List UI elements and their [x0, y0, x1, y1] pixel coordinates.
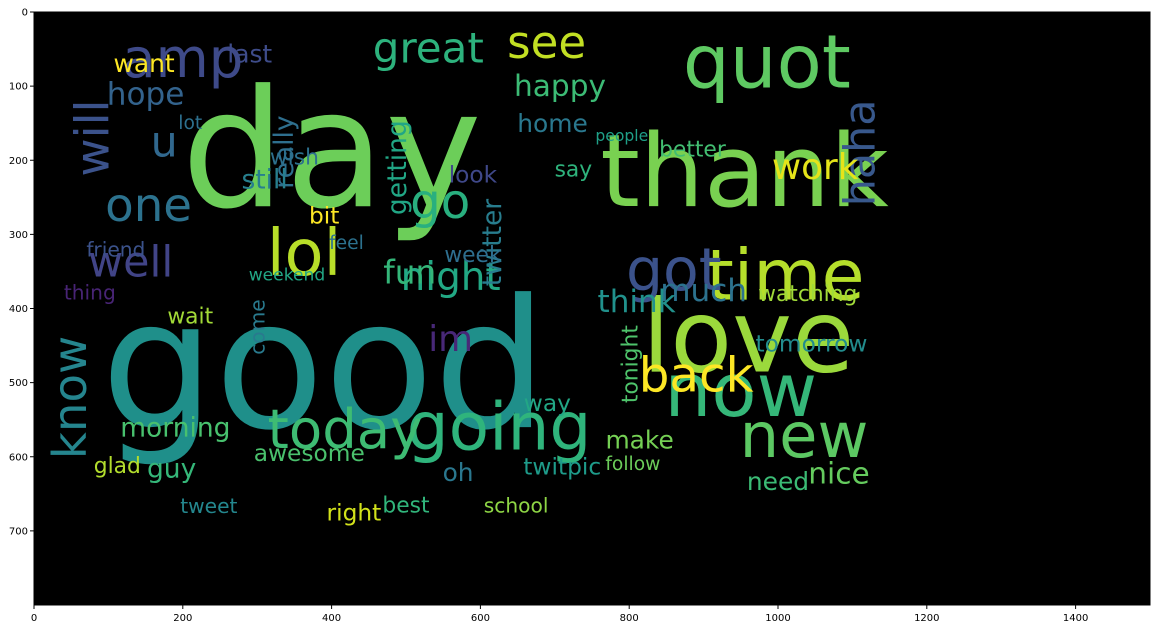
word-well: well — [88, 238, 173, 288]
y-tick-label: 400 — [9, 304, 28, 315]
word-need: need — [747, 467, 809, 496]
y-tick-label: 500 — [9, 378, 28, 389]
x-tick-label: 1000 — [765, 613, 790, 624]
x-axis: 0 200 400 600 800 1000 1200 1400 — [31, 605, 1088, 624]
word-new: new — [740, 399, 869, 472]
word-getting: getting — [382, 120, 413, 215]
word-morning: morning — [120, 413, 230, 444]
word-school: school — [484, 493, 549, 517]
word-day: day — [181, 54, 482, 245]
word-u: u — [151, 118, 178, 168]
x-tick-label: 200 — [173, 613, 192, 624]
word-friend: friend — [86, 238, 145, 262]
word-today: today — [268, 397, 423, 461]
word-know: know — [44, 336, 98, 459]
y-tick-label: 0 — [22, 8, 28, 19]
word-right: right — [327, 499, 382, 526]
word-one: one — [105, 179, 192, 233]
word-go: go — [410, 174, 470, 230]
word-twitter: twitter — [477, 199, 508, 287]
word-twitpic: twitpic — [523, 454, 601, 481]
y-tick-label: 700 — [9, 526, 28, 537]
x-tick-label: 600 — [471, 613, 490, 624]
word-tonight: tonight — [618, 325, 643, 403]
word-glad: glad — [94, 454, 141, 479]
word-lol: lol — [267, 217, 341, 291]
y-tick-label: 200 — [9, 156, 28, 167]
word-still: still — [241, 164, 287, 195]
word-see: see — [507, 16, 586, 69]
word-fun: fun — [383, 253, 436, 291]
word-quot: quot — [683, 20, 851, 106]
word-tweet: tweet — [180, 494, 237, 518]
word-thank: thank — [600, 112, 889, 230]
word-awesome: awesome — [254, 440, 365, 467]
x-tick-label: 1400 — [1063, 613, 1088, 624]
word-much: much — [660, 273, 747, 309]
word-now: now — [665, 348, 817, 434]
word-want: want — [114, 49, 175, 78]
word-bit: bit — [309, 202, 339, 229]
word-come: come — [246, 299, 270, 355]
word-back: back — [639, 348, 754, 404]
word-follow: follow — [605, 454, 660, 475]
word-wait: wait — [167, 304, 213, 329]
word-last: last — [227, 39, 272, 68]
word-going: going — [407, 388, 592, 465]
word-hope: hope — [107, 77, 185, 113]
word-guy: guy — [147, 454, 196, 485]
word-time: time — [706, 235, 864, 317]
x-tick-label: 1200 — [914, 613, 939, 624]
word-will: will — [66, 99, 120, 176]
word-wish: wish — [270, 146, 319, 171]
plot-background — [34, 12, 1150, 605]
word-lot: lot — [178, 113, 202, 134]
word-tomorrow: tomorrow — [756, 330, 868, 357]
word-got: got — [626, 236, 722, 304]
word-make: make — [605, 426, 673, 455]
word-feel: feel — [329, 233, 364, 254]
y-tick-label: 300 — [9, 230, 28, 241]
word-nice: nice — [808, 456, 869, 490]
word-night: night — [401, 255, 501, 300]
x-tick-label: 800 — [620, 613, 639, 624]
word-really: really — [269, 115, 300, 188]
word-look: look — [449, 161, 498, 188]
word-say: say — [555, 158, 593, 183]
word-oh: oh — [443, 458, 474, 487]
word-haha: haha — [836, 99, 886, 206]
x-tick-label: 0 — [31, 613, 37, 624]
word-thing: thing — [64, 281, 116, 305]
word-good: good — [101, 262, 547, 470]
word-work: work — [772, 147, 859, 188]
y-axis: 0 100 200 300 400 500 600 700 — [9, 8, 34, 537]
word-week: week — [444, 243, 502, 268]
y-tick-label: 100 — [9, 82, 28, 93]
word-people: people — [595, 127, 648, 145]
word-weekend: weekend — [249, 265, 326, 285]
word-great: great — [373, 23, 484, 72]
word-happy: happy — [514, 69, 606, 103]
word-watching: watching — [758, 282, 857, 307]
word-amp: amp — [122, 26, 243, 90]
x-tick-label: 400 — [322, 613, 341, 624]
word-home: home — [517, 109, 588, 138]
word-love: love — [642, 278, 854, 396]
y-tick-label: 600 — [9, 452, 28, 463]
word-im: im — [428, 319, 473, 360]
word-think: think — [598, 284, 676, 320]
word-way: way — [524, 390, 571, 417]
word-best: best — [382, 493, 430, 518]
word-better: better — [659, 138, 726, 163]
